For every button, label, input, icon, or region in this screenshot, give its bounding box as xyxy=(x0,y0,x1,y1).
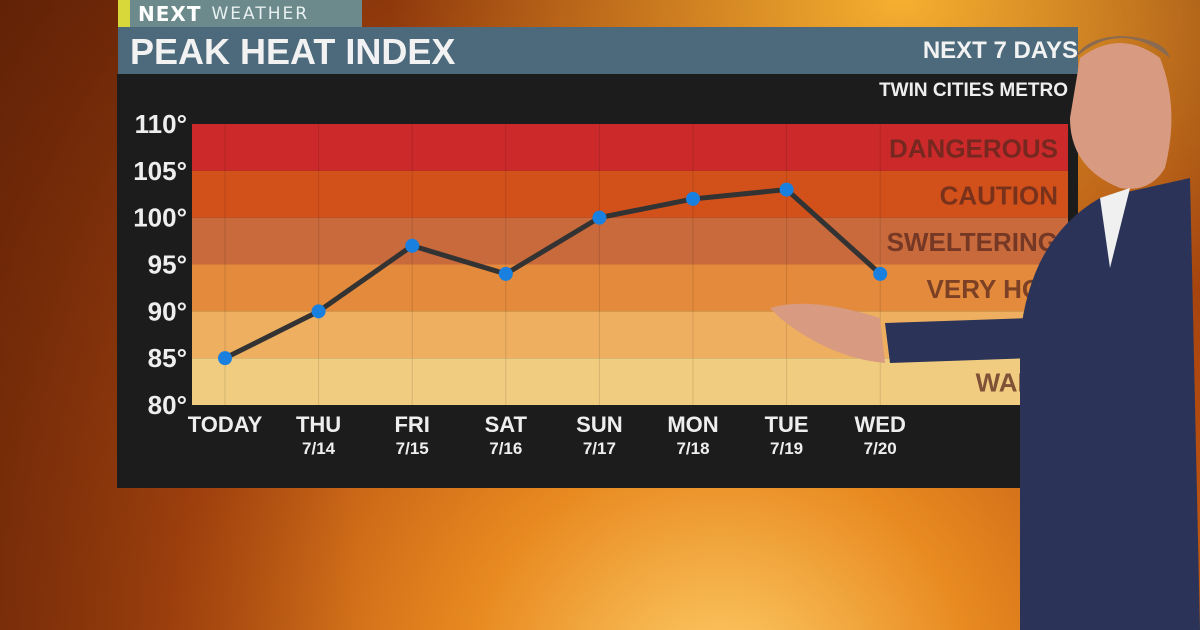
x-tick: THU xyxy=(296,412,341,437)
x-tick: TODAY xyxy=(188,412,263,437)
location-label: TWIN CITIES METRO xyxy=(879,80,1068,101)
data-point xyxy=(779,182,794,197)
title-bar: PEAK HEAT INDEX NEXT 7 DAYS xyxy=(118,27,1078,74)
x-tick: MON xyxy=(667,412,718,437)
x-tick: WED xyxy=(855,412,906,437)
data-point xyxy=(592,210,607,225)
y-tick: 110° xyxy=(135,109,187,139)
logo-accent xyxy=(118,0,130,27)
band-2 xyxy=(192,217,1068,265)
x-date: 7/15 xyxy=(396,439,429,458)
x-date: 7/20 xyxy=(864,439,897,458)
x-date: 7/18 xyxy=(676,439,709,458)
data-point xyxy=(498,266,513,281)
y-tick: 90° xyxy=(148,296,187,326)
logo-next: NEXT xyxy=(138,1,202,26)
data-point xyxy=(405,238,420,253)
x-tick: TUE xyxy=(765,412,809,437)
y-tick: 105° xyxy=(133,156,187,186)
band-label: SWELTERING xyxy=(887,227,1058,257)
meteorologist xyxy=(770,36,1200,630)
y-tick: 80° xyxy=(148,390,187,420)
x-date: 7/14 xyxy=(302,439,336,458)
x-tick: SUN xyxy=(576,412,622,437)
band-0 xyxy=(192,124,1068,171)
range-label: NEXT 7 DAYS xyxy=(922,37,1078,64)
band-3 xyxy=(192,264,1068,312)
band-label: DANGEROUS xyxy=(889,133,1058,163)
y-tick: 100° xyxy=(133,203,187,233)
next-weather-logo: NEXT WEATHER xyxy=(118,0,362,27)
logo-weather: WEATHER xyxy=(211,3,310,24)
band-5 xyxy=(192,358,1068,405)
y-tick: 95° xyxy=(148,250,187,280)
data-point xyxy=(311,304,326,319)
x-tick: FRI xyxy=(394,412,429,437)
heat-index-line xyxy=(223,186,882,361)
y-tick: 85° xyxy=(148,343,187,373)
page-title: PEAK HEAT INDEX xyxy=(130,31,456,72)
data-point xyxy=(218,351,232,366)
x-tick: SAT xyxy=(485,412,528,437)
x-date: 7/19 xyxy=(770,439,803,458)
x-date: 7/16 xyxy=(489,439,522,458)
band-label: CAUTION xyxy=(940,180,1058,210)
data-point xyxy=(873,266,888,281)
data-point xyxy=(686,191,700,206)
x-date: 7/17 xyxy=(583,439,616,458)
